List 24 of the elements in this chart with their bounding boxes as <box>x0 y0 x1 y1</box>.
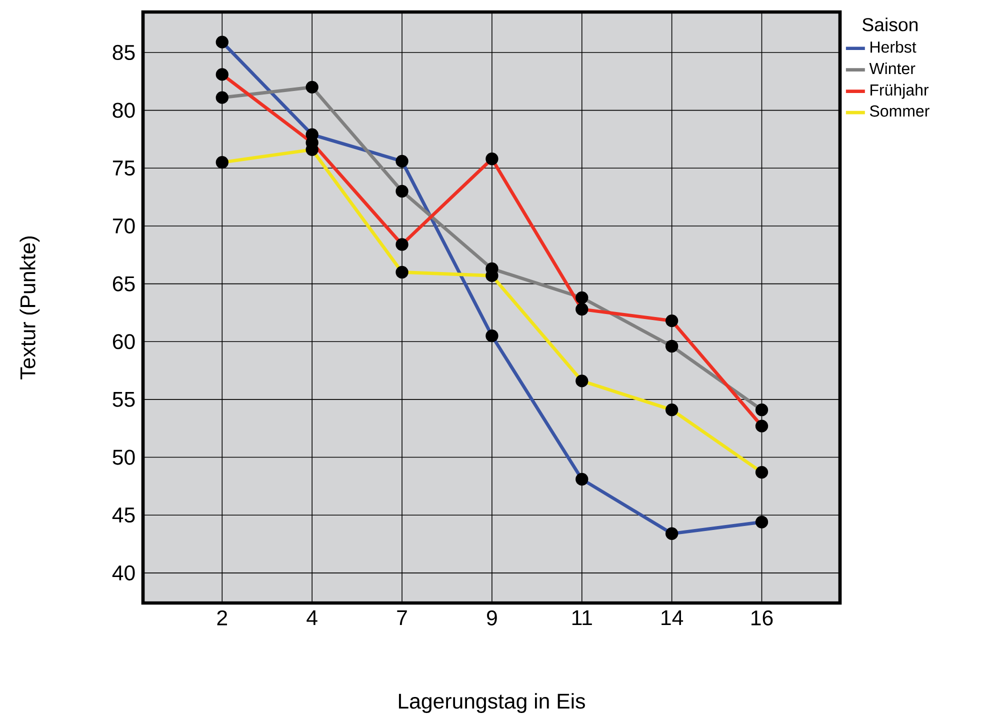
legend-label: Frühjahr <box>870 84 929 99</box>
y-tick-label: 55 <box>112 392 135 407</box>
legend-label: Winter <box>869 62 916 74</box>
y-tick-label: 85 <box>112 44 135 60</box>
legend-label: Herbst <box>870 41 916 53</box>
y-tick-label: 40 <box>112 565 135 580</box>
x-tick-label: 4 <box>306 610 318 626</box>
y-tick-label: 75 <box>112 160 135 176</box>
y-tick-label: 80 <box>112 102 135 118</box>
x-axis-title: Lagerungstag in Eis <box>398 693 585 713</box>
x-tick-label: 14 <box>662 610 684 626</box>
legend-title: Saison <box>862 18 918 32</box>
y-tick-label: 60 <box>112 334 135 350</box>
y-tick-label: 70 <box>112 218 135 234</box>
y-tick-label: 50 <box>112 450 135 465</box>
x-tick-label: 16 <box>752 610 773 626</box>
x-tick-label: 9 <box>487 610 497 626</box>
y-tick-label: 45 <box>112 508 135 523</box>
y-tick-label: 65 <box>112 276 135 292</box>
y-axis-title: Textur (Punkte) <box>20 236 40 380</box>
x-tick-label: 7 <box>397 610 407 626</box>
x-tick-label: 11 <box>572 610 592 626</box>
legend-label: Sommer <box>870 105 930 117</box>
x-tick-label: 2 <box>217 610 228 626</box>
